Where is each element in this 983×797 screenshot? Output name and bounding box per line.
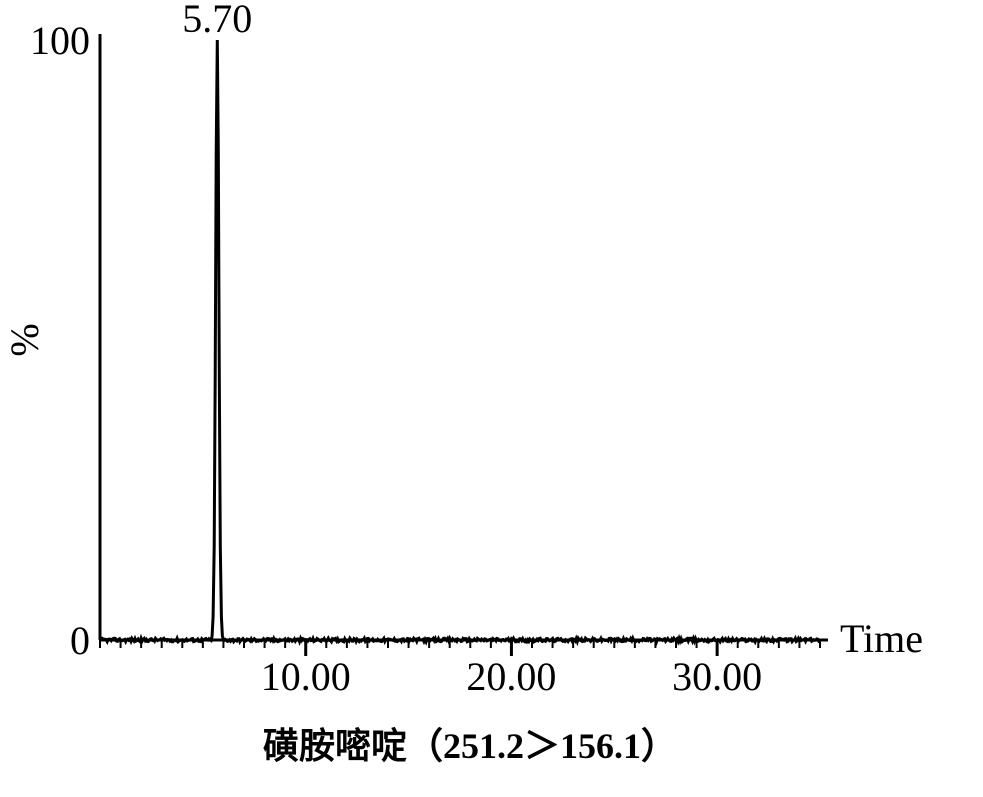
x-tick-label: 10.00: [261, 654, 351, 699]
y-axis-title: %: [2, 323, 47, 356]
x-ticks-group: 10.00 20.00 30.00: [261, 654, 762, 699]
y-tick-label-0: 0: [70, 618, 90, 663]
x-axis-title: Time: [840, 616, 923, 661]
y-tick-label-100: 100: [30, 18, 90, 63]
caption: 磺胺嘧啶（251.2＞156.1）: [263, 726, 677, 766]
peak-label: 5.70: [182, 0, 252, 41]
chromatogram-trace: [100, 40, 820, 642]
x-tick-label: 20.00: [466, 654, 556, 699]
chromatogram-svg: 0 100 % 10.00 20.00 30.00 Time 5.70 磺胺嘧啶（2…: [0, 0, 983, 797]
chart-container: 0 100 % 10.00 20.00 30.00 Time 5.70 磺胺嘧啶（2…: [0, 0, 983, 797]
x-tick-label: 30.00: [672, 654, 762, 699]
